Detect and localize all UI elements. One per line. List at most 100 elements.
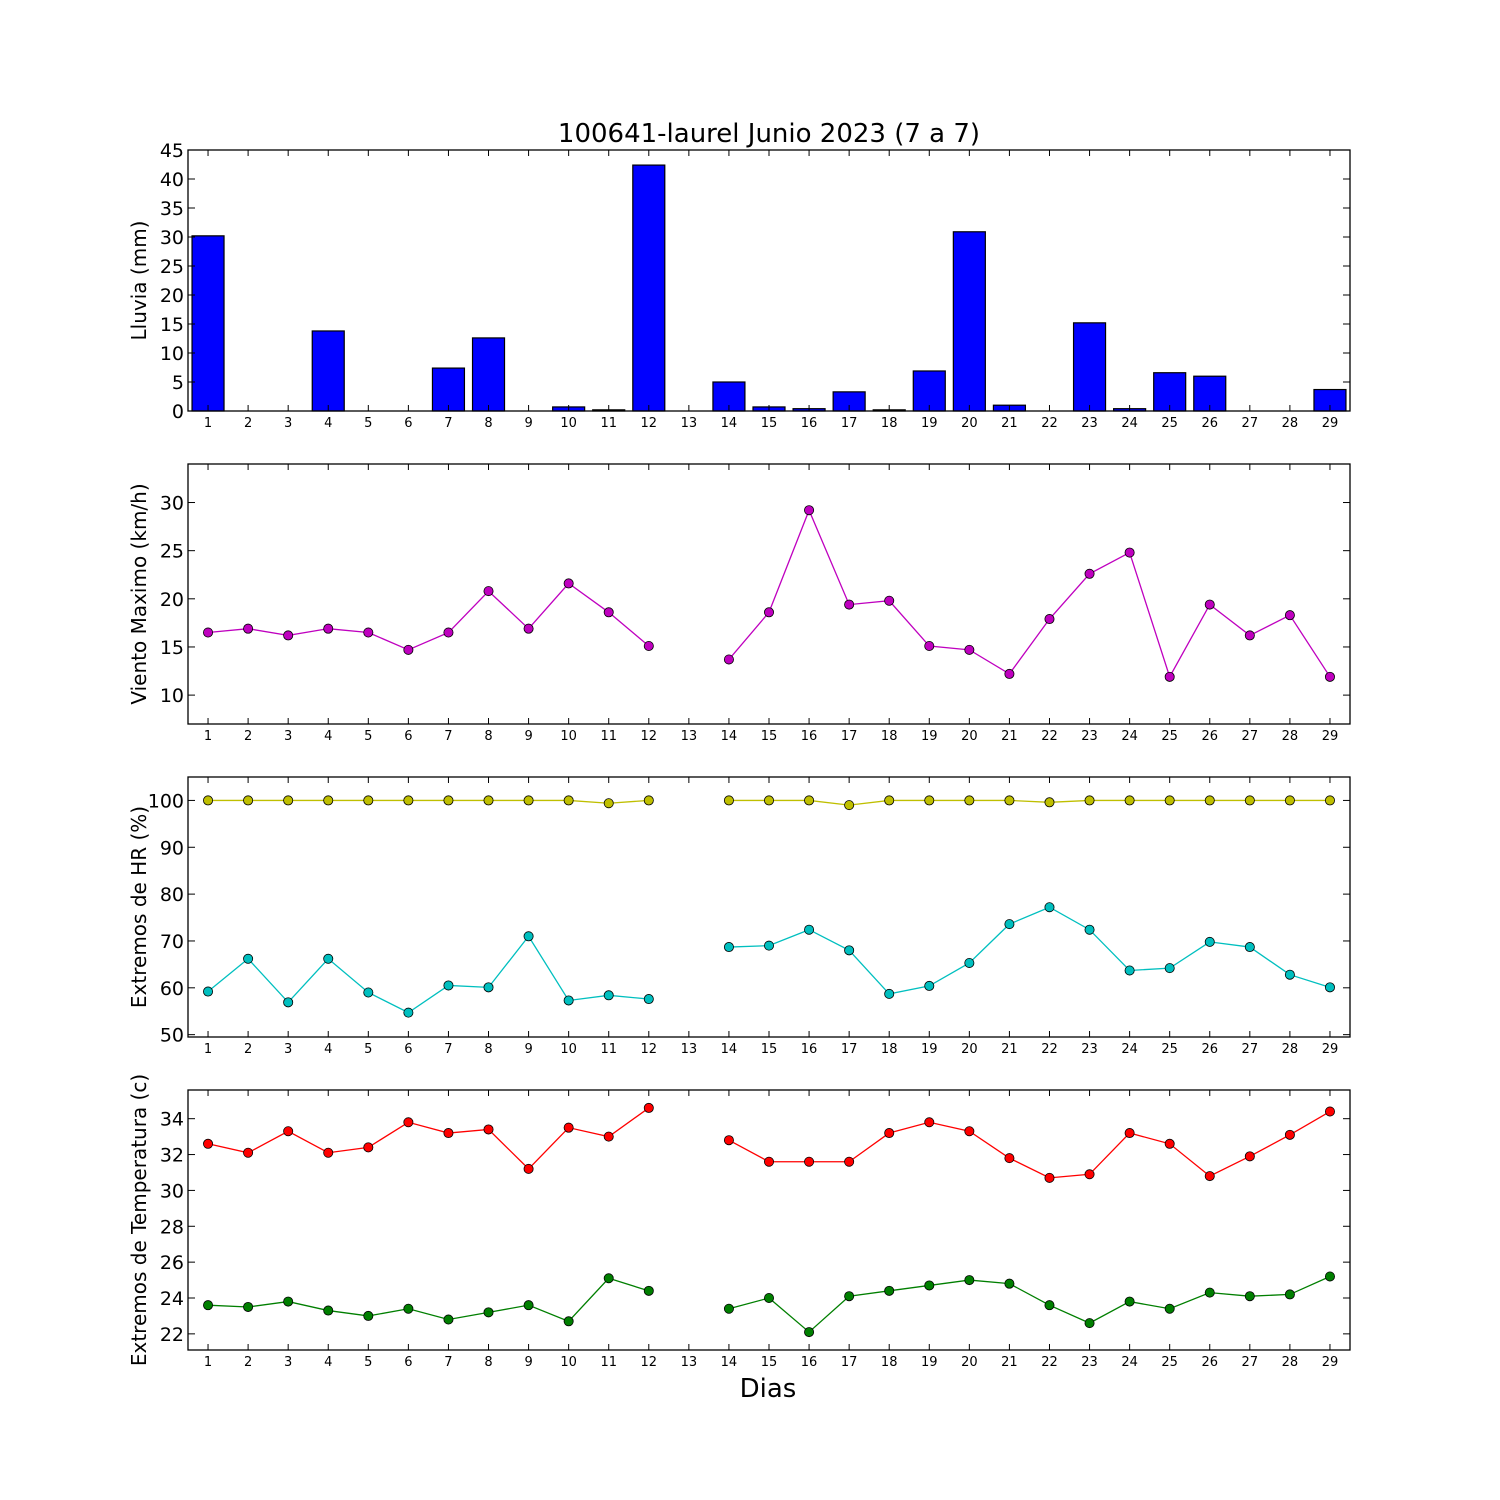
series-1-point-day-12 — [643, 641, 654, 652]
series-1-point-day-29 — [1324, 1106, 1335, 1117]
x-tick-label: 10 — [560, 416, 577, 431]
series-2-point-day-15 — [764, 1293, 775, 1304]
series-2-point-day-24 — [1124, 1296, 1135, 1307]
x-tick-label: 27 — [1242, 729, 1259, 744]
x-tick-label: 25 — [1161, 416, 1178, 431]
series-1-point-day-3 — [283, 1126, 294, 1137]
series-1-point-day-29 — [1324, 671, 1335, 682]
series-2-point-day-14 — [723, 1303, 734, 1314]
series-2-point-day-8 — [483, 1307, 494, 1318]
y-tick-label: 90 — [160, 837, 184, 859]
x-tick-label: 24 — [1121, 729, 1138, 744]
x-tick-label: 21 — [1001, 729, 1018, 744]
bar-day-4 — [311, 330, 345, 412]
series-1-point-day-21 — [1004, 668, 1015, 679]
x-tick-label: 23 — [1081, 1042, 1098, 1057]
series-2-point-day-26 — [1204, 1287, 1215, 1298]
series-1-point-day-2 — [243, 623, 254, 634]
x-tick-label: 26 — [1201, 416, 1218, 431]
axes-frame — [187, 1089, 1351, 1351]
series-1-point-day-4 — [323, 1147, 334, 1158]
y-tick-label: 20 — [160, 285, 184, 307]
bar-day-23 — [1072, 322, 1107, 412]
x-tick-label: 26 — [1201, 729, 1218, 744]
x-tick-label: 5 — [364, 416, 372, 431]
series-1-point-day-3 — [283, 795, 294, 806]
series-1-point-day-11 — [603, 798, 614, 809]
series-2-point-day-9 — [523, 931, 534, 942]
series-1-point-day-23 — [1084, 1169, 1095, 1180]
x-tick-label: 22 — [1041, 729, 1058, 744]
series-1-point-day-12 — [643, 1102, 654, 1113]
x-tick-label: 16 — [801, 729, 818, 744]
x-tick-label: 24 — [1121, 416, 1138, 431]
bar-day-8 — [471, 337, 506, 412]
series-1-point-day-19 — [924, 795, 935, 806]
series-1-point-day-15 — [764, 607, 775, 618]
x-tick-label: 17 — [841, 416, 858, 431]
series-1-point-day-5 — [363, 795, 374, 806]
series-2-point-day-16 — [804, 924, 815, 935]
series-2-line-segment-2 — [728, 1275, 1331, 1333]
series-2-point-day-14 — [723, 942, 734, 953]
x-tick-label: 19 — [921, 1355, 938, 1370]
series-1-line-segment-1 — [207, 582, 650, 651]
y-tick-label: 45 — [160, 140, 184, 162]
x-tick-label: 8 — [484, 416, 492, 431]
y-axis-label: Extremos de HR (%) — [127, 806, 151, 1008]
y-tick-label: 80 — [160, 884, 184, 906]
series-1-line-segment-1 — [208, 799, 649, 804]
y-tick-label: 34 — [160, 1109, 184, 1131]
series-1-line-segment-2 — [728, 1110, 1331, 1179]
series-1-point-day-9 — [523, 623, 534, 634]
x-tick-label: 27 — [1242, 416, 1259, 431]
x-axis-label: Dias — [740, 1374, 797, 1404]
series-1-point-day-17 — [844, 800, 855, 811]
x-tick-label: 6 — [404, 729, 412, 744]
x-tick-label: 15 — [761, 416, 778, 431]
series-1-point-day-18 — [884, 1128, 895, 1139]
series-2-point-day-18 — [884, 988, 895, 999]
series-1-point-day-26 — [1204, 599, 1215, 610]
x-tick-label: 8 — [484, 1042, 492, 1057]
series-1-point-day-22 — [1044, 1172, 1055, 1183]
series-1-point-day-4 — [323, 623, 334, 634]
x-tick-label: 14 — [721, 416, 738, 431]
y-tick-label: 25 — [160, 256, 184, 278]
series-2-point-day-12 — [643, 994, 654, 1005]
series-2-point-day-11 — [603, 990, 614, 1001]
series-2-point-day-6 — [403, 1007, 414, 1018]
panel-2: 1 2 3 4 5 6 7 8 9 10 11 12 13 14 15 16 17 18 19 20 21 22 23 24 2… — [127, 463, 1351, 744]
series-2-point-day-22 — [1044, 1300, 1055, 1311]
x-tick-label: 18 — [881, 1042, 898, 1057]
x-tick-label: 4 — [324, 1042, 332, 1057]
x-tick-label: 19 — [921, 729, 938, 744]
series-1-point-day-14 — [723, 1135, 734, 1146]
bar-day-12 — [632, 164, 666, 412]
x-tick-label: 1 — [204, 729, 212, 744]
series-1-line-segment-2 — [728, 508, 1331, 679]
y-tick-label: 70 — [160, 931, 184, 953]
series-2-point-day-17 — [844, 945, 855, 956]
series-1-point-day-1 — [203, 1138, 214, 1149]
y-tick-label: 0 — [172, 401, 184, 423]
series-1-point-day-26 — [1204, 795, 1215, 806]
series-1-point-day-20 — [964, 795, 975, 806]
series-2-point-day-27 — [1244, 1291, 1255, 1302]
x-tick-label: 7 — [444, 729, 452, 744]
x-tick-label: 18 — [881, 1355, 898, 1370]
series-2-point-day-18 — [884, 1285, 895, 1296]
y-tick-label: 10 — [160, 685, 184, 707]
series-1-point-day-10 — [563, 1122, 574, 1133]
series-1-point-day-23 — [1084, 795, 1095, 806]
x-tick-label: 29 — [1322, 1355, 1339, 1370]
series-1-point-day-5 — [363, 627, 374, 638]
x-tick-label: 20 — [961, 729, 978, 744]
series-1-point-day-20 — [964, 1126, 975, 1137]
x-tick-label: 21 — [1001, 416, 1018, 431]
x-tick-label: 5 — [364, 1355, 372, 1370]
series-1-point-day-25 — [1164, 795, 1175, 806]
axes-frame — [187, 149, 1351, 412]
x-tick-label: 19 — [921, 1042, 938, 1057]
series-2-point-day-21 — [1004, 919, 1015, 930]
